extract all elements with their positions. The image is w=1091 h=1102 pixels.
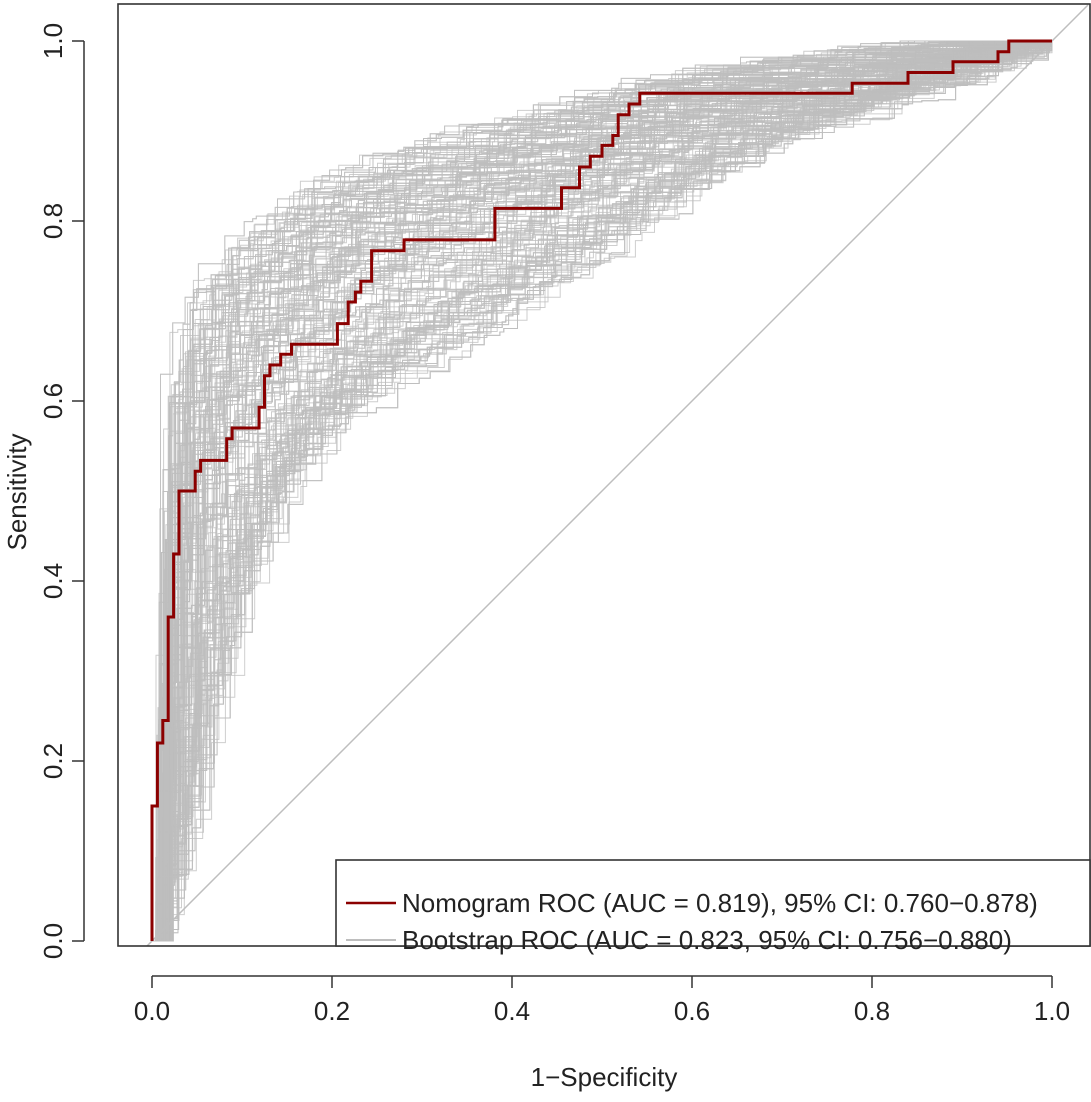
bootstrap-roc-curve <box>152 40 1052 942</box>
bootstrap-roc-curve <box>152 40 1052 942</box>
bootstrap-roc-curve <box>152 40 1052 942</box>
x-axis-title: 1−Specificity <box>531 1062 678 1092</box>
y-axis: 0.0 0.2 0.4 0.6 0.8 1.0 <box>38 23 85 959</box>
legend-label-bootstrap: Bootstrap ROC (AUC = 0.823, 95% CI: 0.75… <box>402 925 1012 955</box>
y-tick-label: 0.8 <box>38 203 68 239</box>
bootstrap-roc-curve <box>152 40 1052 942</box>
y-tick-label: 0.4 <box>38 563 68 599</box>
bootstrap-roc-curve <box>152 41 1053 942</box>
bootstrap-roc-curve <box>152 40 1052 942</box>
y-tick-label: 1.0 <box>38 23 68 59</box>
bootstrap-roc-curve <box>152 40 1052 942</box>
legend: Nomogram ROC (AUC = 0.819), 95% CI: 0.76… <box>335 859 1091 955</box>
x-tick-label: 0.2 <box>314 996 350 1026</box>
bootstrap-roc-curve <box>152 40 1052 942</box>
bootstrap-roc-curve <box>152 41 1053 942</box>
reference-diagonal-line <box>145 4 1089 946</box>
x-tick-label: 1.0 <box>1034 996 1070 1026</box>
y-tick-label: 0.2 <box>38 743 68 779</box>
bootstrap-roc-curve <box>152 41 1053 942</box>
x-tick-label: 0.8 <box>854 996 890 1026</box>
bootstrap-roc-curve <box>152 41 1053 942</box>
legend-box <box>335 859 1091 947</box>
bootstrap-roc-curve <box>152 40 1052 942</box>
y-axis-title: Sensitivity <box>2 433 32 550</box>
bootstrap-roc-curve <box>152 40 1052 942</box>
bootstrap-roc-curve <box>152 41 1053 942</box>
x-tick-label: 0.4 <box>494 996 530 1026</box>
y-tick-label: 0.6 <box>38 383 68 419</box>
x-tick-label: 0.6 <box>674 996 710 1026</box>
legend-label-nomogram: Nomogram ROC (AUC = 0.819), 95% CI: 0.76… <box>402 888 1038 918</box>
x-tick-label: 0.0 <box>134 996 170 1026</box>
bootstrap-roc-curve <box>152 41 1053 942</box>
plot-area <box>145 4 1089 946</box>
bootstrap-roc-curve <box>152 40 1052 942</box>
bootstrap-roc-curve <box>152 40 1052 942</box>
x-axis: 0.0 0.2 0.4 0.6 0.8 1.0 <box>134 975 1070 1026</box>
bootstrap-roc-curve <box>152 41 1053 942</box>
bootstrap-roc-curve <box>152 41 1053 942</box>
bootstrap-roc-curve <box>152 41 1053 942</box>
nomogram-roc-line <box>150 39 1052 941</box>
bootstrap-roc-curve <box>152 40 1052 942</box>
y-tick-label: 0.0 <box>38 923 68 959</box>
